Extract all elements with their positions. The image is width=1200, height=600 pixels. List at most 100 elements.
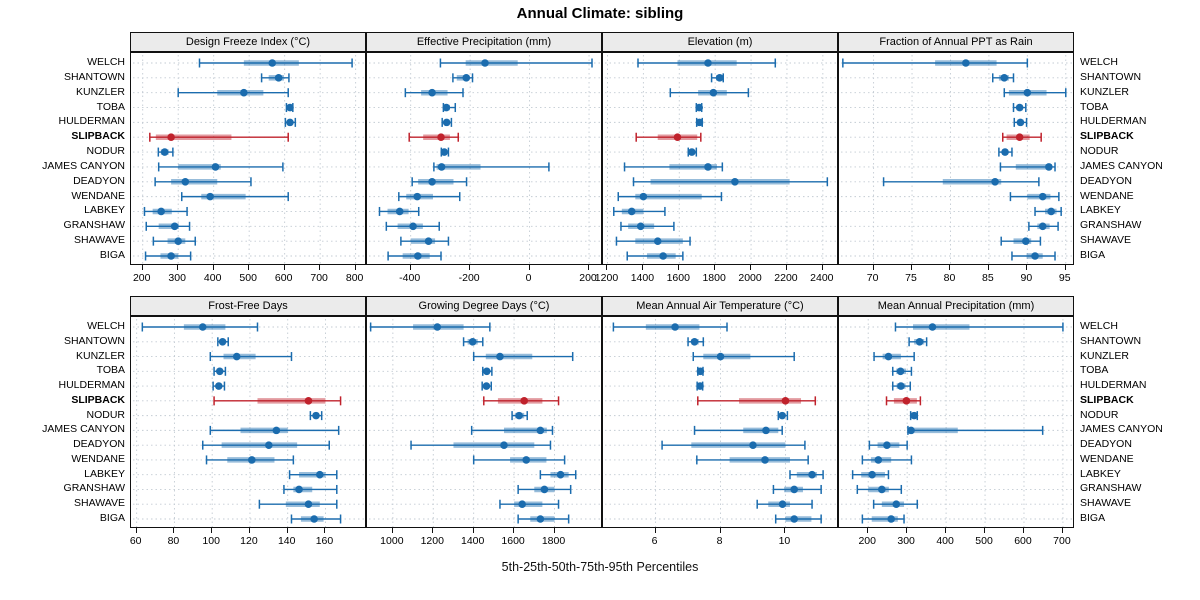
- percentile-row-labkey: [1034, 206, 1062, 216]
- percentile-row-granshaw: [283, 484, 338, 494]
- percentile-row-labkey: [613, 206, 666, 216]
- panel-header-mean-annual-air-temperature-c: Mean Annual Air Temperature (°C): [602, 296, 838, 316]
- axis-tick: [821, 265, 823, 270]
- percentile-row-biga: [290, 514, 342, 524]
- axis-tick: [588, 265, 590, 270]
- percentile-row-granshaw: [1028, 221, 1059, 231]
- percentile-row-biga: [387, 251, 442, 261]
- axis-tick-label: 700: [1053, 535, 1071, 547]
- station-label-left-hulderman: HULDERMAN: [58, 379, 125, 392]
- percentile-row-james-canyon: [157, 162, 284, 172]
- percentile-row-kunzler: [209, 352, 293, 362]
- percentile-row-wendane: [398, 192, 461, 202]
- percentile-row-labkey: [789, 470, 824, 480]
- station-label-right-toba: TOBA: [1080, 100, 1109, 113]
- axis-tick-label: 1600: [501, 535, 525, 547]
- axis-tick: [642, 265, 644, 270]
- axis-tick: [553, 528, 555, 533]
- station-label-left-toba: TOBA: [96, 364, 125, 377]
- axis-tick-label: 1400: [630, 272, 655, 284]
- axis-tick-label: 400: [936, 535, 954, 547]
- axis-tick-label: 90: [1020, 272, 1033, 284]
- percentile-row-labkey: [288, 470, 338, 480]
- axis-tick: [324, 528, 326, 533]
- axis-tick: [606, 265, 608, 270]
- percentile-row-welch: [141, 322, 259, 332]
- percentile-row-hulderman: [1013, 117, 1028, 127]
- panel-header-elevation-m: Elevation (m): [602, 32, 838, 52]
- station-label-left-slipback: SLIPBACK: [71, 130, 125, 143]
- axis-tick-label: 100: [202, 535, 220, 547]
- station-label-right-shantown: SHANTOWN: [1080, 334, 1142, 347]
- station-label-right-shawave: SHAWAVE: [1080, 234, 1131, 247]
- percentile-row-labkey: [851, 470, 890, 480]
- station-label-right-welch: WELCH: [1080, 320, 1118, 332]
- percentile-row-kunzler: [177, 88, 289, 98]
- panel-header-frost-free-days: Frost-Free Days: [130, 296, 366, 316]
- station-label-left-slipback: SLIPBACK: [71, 393, 125, 406]
- percentile-row-deadyon: [868, 440, 908, 450]
- percentile-row-nodur: [687, 147, 698, 157]
- station-label-left-nodur: NODUR: [86, 145, 126, 158]
- percentile-row-granshaw: [620, 221, 675, 231]
- percentile-row-deadyon: [154, 177, 252, 187]
- axis-tick-label: 200: [132, 272, 151, 284]
- percentile-row-hulderman: [441, 117, 453, 127]
- axis-tick: [719, 528, 721, 533]
- percentile-row-hulderman: [696, 381, 704, 391]
- percentile-row-slipback: [1001, 132, 1042, 142]
- station-label-right-nodur: NODUR: [1080, 145, 1119, 158]
- percentile-row-wendane: [861, 455, 913, 465]
- station-label-left-welch: WELCH: [87, 56, 125, 68]
- axis-tick: [750, 265, 752, 270]
- station-label-left-biga: BIGA: [99, 512, 125, 524]
- axis-tick: [319, 265, 321, 270]
- percentile-row-slipback: [483, 396, 560, 406]
- station-label-left-kunzler: KUNZLER: [75, 349, 125, 362]
- percentile-row-toba: [696, 366, 705, 376]
- station-label-left-labkey: LABKEY: [84, 204, 125, 217]
- station-label-right-granshaw: GRANSHAW: [1080, 482, 1142, 495]
- percentile-row-shawave: [756, 499, 813, 509]
- station-label-right-wendane: WENDANE: [1080, 452, 1134, 465]
- station-label-right-hulderman: HULDERMAN: [1080, 115, 1147, 128]
- panel-plot-design-freeze-index-c: [130, 52, 366, 265]
- panel-header-fraction-of-annual-ppt-as-rain: Fraction of Annual PPT as Rain: [838, 32, 1074, 52]
- axis-tick: [678, 265, 680, 270]
- station-label-right-biga: BIGA: [1080, 249, 1106, 261]
- percentiles-caption: 5th-25th-50th-75th-95th Percentiles: [501, 560, 699, 574]
- percentile-row-labkey: [539, 470, 577, 480]
- axis-tick: [906, 528, 908, 533]
- station-label-right-welch: WELCH: [1080, 56, 1118, 68]
- station-label-left-wendane: WENDANE: [71, 189, 125, 202]
- percentile-row-biga: [774, 514, 822, 524]
- axis-tick-label: 800: [345, 272, 364, 284]
- axis-tick-label: 2200: [774, 272, 798, 284]
- axis-tick-label: 400: [203, 272, 222, 284]
- percentile-row-toba: [285, 103, 294, 113]
- station-label-left-shantown: SHANTOWN: [63, 70, 125, 83]
- axis-tick-label: 500: [239, 272, 257, 284]
- percentile-row-labkey: [378, 206, 420, 216]
- percentile-row-shawave: [258, 499, 338, 509]
- axis-tick: [286, 528, 288, 533]
- axis-tick: [248, 265, 250, 270]
- percentile-row-hulderman: [212, 381, 226, 391]
- percentile-row-wendane: [696, 455, 809, 465]
- axis-tick: [354, 265, 356, 270]
- axis-tick-label: 60: [129, 535, 142, 547]
- percentile-row-wendane: [617, 192, 723, 202]
- percentile-row-deadyon: [661, 440, 806, 450]
- station-label-right-toba: TOBA: [1080, 364, 1109, 377]
- percentile-row-biga: [1011, 251, 1056, 261]
- axis-tick: [654, 528, 656, 533]
- percentile-row-deadyon: [632, 177, 829, 187]
- percentile-row-hulderman: [481, 381, 493, 391]
- axis-tick: [1064, 265, 1066, 270]
- station-label-left-labkey: LABKEY: [84, 467, 125, 480]
- station-label-right-james-canyon: JAMES CANYON: [1080, 423, 1163, 436]
- percentile-row-slipback: [697, 396, 817, 406]
- percentile-row-biga: [517, 514, 570, 524]
- axis-tick: [1061, 528, 1063, 533]
- percentile-row-kunzler: [873, 352, 915, 362]
